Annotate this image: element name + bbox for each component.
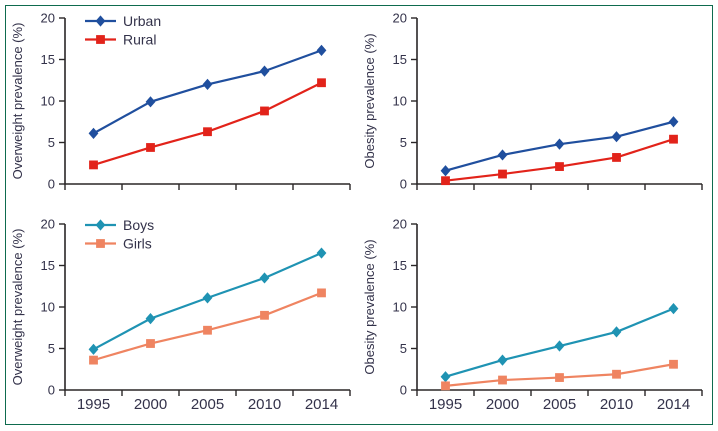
axis-line [416, 18, 702, 185]
y-tick-label: 20 [393, 11, 407, 26]
chart-obesity-boys-girls: 0 5 10 15 20 1995 2000 2005 2010 2014 Obesity prev… [362, 217, 703, 413]
x-tick-label: 2005 [543, 396, 576, 413]
data-point-marker-girls [498, 375, 507, 385]
y-tick-label: 5 [400, 341, 407, 356]
data-point-marker-rural [89, 160, 98, 170]
y-tick-label: 0 [48, 177, 55, 192]
x-tick-label: 1995 [429, 396, 462, 413]
legend-label: Girls [123, 235, 152, 251]
data-point-marker-boys [202, 292, 213, 304]
data-point-marker-girls [89, 355, 98, 365]
data-point-marker-boys [316, 247, 327, 259]
data-point-marker-boys [611, 326, 622, 338]
data-point-marker-boys [497, 354, 508, 366]
data-point-marker-rural [317, 78, 326, 88]
y-tick-label: 5 [48, 135, 55, 150]
y-tick-label: 20 [41, 217, 55, 232]
data-point-marker-rural [203, 127, 212, 137]
data-point-marker-rural [260, 106, 269, 116]
data-point-marker-boys [88, 343, 99, 355]
data-point-marker-rural [146, 143, 155, 152]
y-tick-label: 0 [400, 177, 407, 192]
legend-marker-diamond [95, 15, 106, 27]
data-point-marker-girls [669, 359, 678, 369]
data-point-marker-boys [440, 371, 451, 383]
data-point-marker-girls [260, 310, 269, 320]
chart-obesity-urban-rural: 0 5 10 15 20 Obesity prevalence (%) [362, 11, 703, 192]
data-point-marker-girls [203, 325, 212, 335]
x-tick-label: 2014 [305, 396, 338, 413]
y-tick-label: 0 [400, 383, 407, 398]
data-point-marker-urban [440, 165, 451, 177]
data-point-marker-urban [145, 96, 156, 108]
series-line-rural [93, 81, 322, 166]
y-tick-label: 20 [41, 11, 55, 26]
series-line-urban [92, 49, 322, 135]
y-axis-title: Overweight prevalence (%) [10, 229, 25, 386]
data-point-marker-boys [259, 272, 270, 284]
data-point-marker-urban [316, 44, 327, 56]
data-point-marker-girls [317, 288, 326, 298]
y-tick-label: 15 [393, 258, 407, 273]
axis-line [64, 224, 350, 391]
data-point-marker-rural [498, 169, 507, 179]
legend-label: Rural [123, 31, 156, 47]
data-point-marker-urban [202, 78, 213, 90]
legend-marker-square [96, 35, 105, 44]
y-tick-label: 15 [41, 258, 55, 273]
data-point-marker-rural [669, 134, 678, 144]
legend-marker-diamond [95, 219, 106, 231]
data-point-marker-rural [441, 176, 450, 186]
data-point-marker-urban [611, 131, 622, 143]
y-tick-label: 5 [48, 341, 55, 356]
x-tick-label: 1995 [77, 396, 110, 413]
legend-label: Urban [123, 13, 161, 29]
data-point-marker-urban [668, 116, 679, 128]
data-point-marker-girls [612, 369, 621, 379]
data-point-marker-girls [555, 373, 564, 382]
chart-overweight-urban-rural: 0 5 10 15 20 Overweight prevalence (%) Urban Ru… [10, 11, 351, 192]
data-point-marker-girls [441, 381, 450, 391]
y-axis-title: Obesity prevalence (%) [362, 239, 377, 374]
x-tick-label: 2000 [486, 396, 519, 413]
chart-overweight-boys-girls: 0 5 10 15 20 1995 2000 2005 2010 2014 Overweight p… [10, 217, 351, 413]
data-point-marker-boys [145, 313, 156, 325]
data-point-marker-boys [668, 303, 679, 315]
legend-label: Boys [123, 217, 154, 233]
data-point-marker-rural [612, 153, 621, 162]
axis-line [64, 18, 350, 185]
data-point-marker-urban [554, 138, 565, 150]
data-point-marker-urban [88, 127, 99, 139]
data-point-marker-girls [146, 339, 155, 348]
data-point-marker-urban [497, 149, 508, 161]
axis-line [416, 224, 702, 391]
legend-marker-square [96, 239, 105, 248]
data-point-marker-urban [259, 65, 270, 77]
data-point-marker-boys [554, 340, 565, 352]
y-tick-label: 15 [41, 52, 55, 67]
y-tick-label: 5 [400, 135, 407, 150]
x-tick-label: 2010 [600, 396, 633, 413]
y-tick-label: 0 [48, 383, 55, 398]
y-tick-label: 10 [393, 300, 407, 315]
y-axis-title: Overweight prevalence (%) [10, 23, 25, 180]
data-point-marker-rural [555, 162, 564, 171]
x-tick-label: 2010 [248, 396, 281, 413]
y-tick-label: 10 [41, 94, 55, 109]
y-tick-label: 15 [393, 52, 407, 67]
y-tick-label: 20 [393, 217, 407, 232]
y-tick-label: 10 [393, 94, 407, 109]
x-tick-label: 2005 [191, 396, 224, 413]
y-axis-title: Obesity prevalence (%) [362, 33, 377, 168]
x-tick-label: 2000 [134, 396, 167, 413]
y-tick-label: 10 [41, 300, 55, 315]
x-tick-label: 2014 [657, 396, 690, 413]
